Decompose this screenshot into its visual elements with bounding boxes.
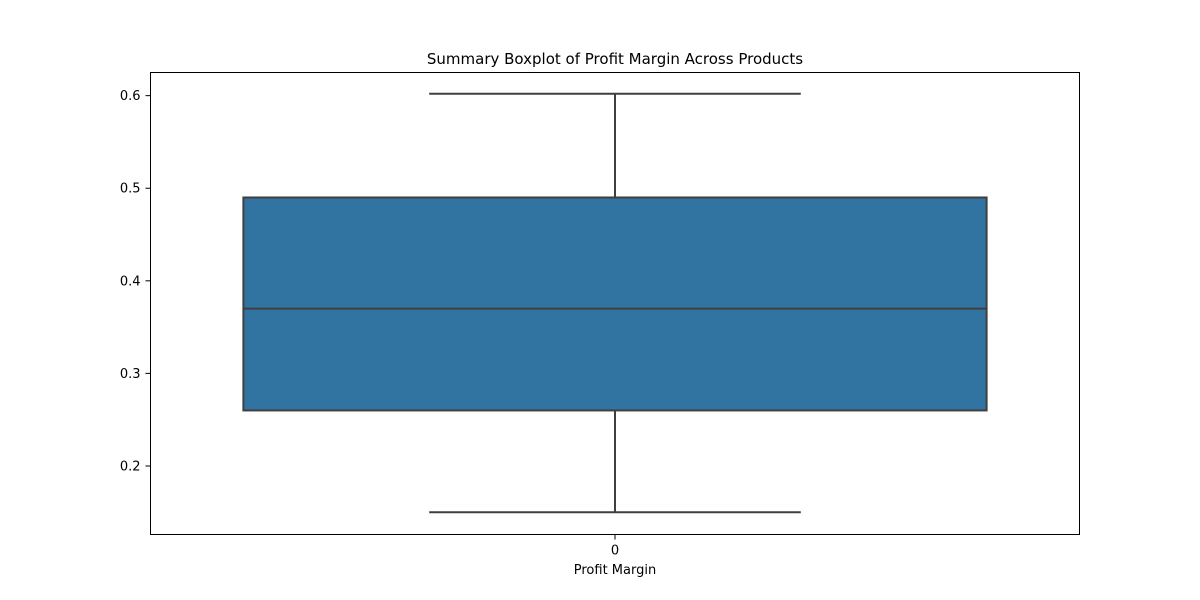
y-tick-label: 0.5	[120, 182, 141, 197]
y-tick-label: 0.2	[120, 459, 141, 474]
chart-title: Summary Boxplot of Profit Margin Across …	[427, 50, 803, 68]
y-axis: 0.2 0.3 0.4 0.5 0.6	[120, 89, 151, 474]
x-axis: 0	[611, 534, 619, 559]
x-axis-label: Profit Margin	[574, 563, 656, 578]
iqr-box	[242, 196, 988, 412]
y-tick-label: 0.4	[120, 274, 141, 289]
plot-area	[242, 92, 988, 514]
y-tick-label: 0.6	[120, 89, 141, 104]
x-tick-label: 0	[611, 544, 619, 559]
y-tick-label: 0.3	[120, 367, 141, 382]
